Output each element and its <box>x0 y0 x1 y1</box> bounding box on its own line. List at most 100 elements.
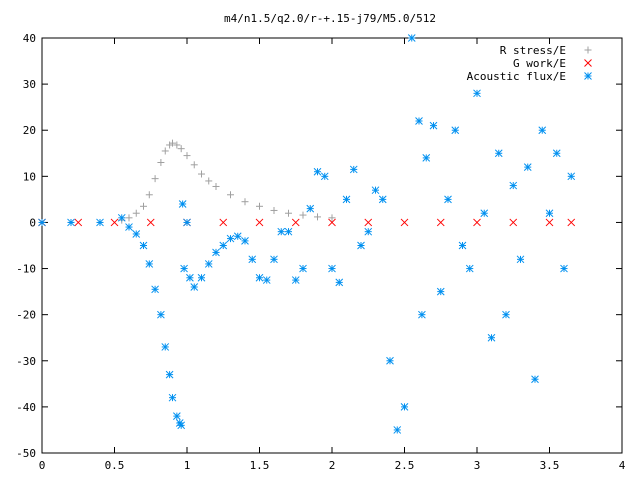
data-point <box>219 218 228 227</box>
data-point <box>357 241 365 250</box>
data-point <box>328 214 336 222</box>
y-tick-label: 30 <box>23 78 36 91</box>
data-point <box>177 145 185 153</box>
data-point <box>299 211 307 219</box>
chart-title: m4/n1.5/q2.0/r-+.15-j79/M5.0/512 <box>224 12 436 25</box>
data-point <box>277 227 286 236</box>
x-tick-label: 0.5 <box>105 459 125 472</box>
data-point <box>161 147 169 155</box>
data-point <box>378 195 387 204</box>
data-point <box>400 218 409 227</box>
data-point <box>364 227 373 236</box>
data-point <box>205 177 213 185</box>
data-point <box>177 421 186 430</box>
data-point <box>458 241 467 250</box>
y-tick-label: -20 <box>16 309 36 322</box>
data-point <box>451 126 460 135</box>
data-point <box>284 227 293 236</box>
x-tick-label: 1.5 <box>250 459 270 472</box>
y-tick-label: -50 <box>16 447 36 460</box>
data-point <box>531 375 539 384</box>
data-point <box>523 163 532 171</box>
x-tick-label: 2.5 <box>395 459 415 472</box>
data-point <box>151 285 159 294</box>
data-point <box>285 209 292 217</box>
data-point <box>473 89 481 98</box>
data-point <box>494 149 503 158</box>
data-point <box>509 181 518 190</box>
legend-label: R stress/E <box>500 44 566 57</box>
data-point <box>371 186 380 195</box>
data-point <box>226 234 235 243</box>
data-point <box>168 393 177 402</box>
x-tick-label: 1 <box>184 459 191 472</box>
data-point <box>178 200 187 208</box>
plot-frame <box>41 37 623 454</box>
data-point <box>157 310 165 319</box>
y-tick-label: 40 <box>23 32 36 45</box>
data-point <box>386 356 394 365</box>
data-point <box>313 167 322 176</box>
data-point <box>270 255 278 264</box>
data-point <box>400 403 409 411</box>
data-point <box>509 218 518 227</box>
data-point <box>328 218 336 227</box>
data-point <box>145 260 154 268</box>
data-point <box>545 218 554 227</box>
data-point <box>139 241 148 250</box>
data-point <box>190 283 199 291</box>
data-point <box>328 264 336 273</box>
data-point <box>567 218 576 227</box>
y-tick-label: 10 <box>23 170 36 183</box>
plot-area <box>38 34 576 434</box>
y-tick-label: 20 <box>23 124 36 137</box>
data-point <box>342 195 351 204</box>
data-point <box>262 276 271 284</box>
x-tick-label: 4 <box>619 459 626 472</box>
data-point <box>204 260 213 268</box>
data-point <box>291 218 300 227</box>
data-point <box>233 232 242 241</box>
data-point <box>429 121 438 130</box>
data-point <box>473 218 481 227</box>
x-tick-label: 2 <box>329 459 336 472</box>
data-point <box>241 198 249 206</box>
data-point <box>186 273 194 282</box>
data-point <box>567 172 576 181</box>
data-point <box>436 218 445 227</box>
data-point <box>502 310 510 319</box>
data-point <box>132 209 140 217</box>
data-point <box>169 139 176 147</box>
data-point <box>157 159 165 166</box>
data-point <box>335 278 344 287</box>
data-point <box>212 182 220 190</box>
legend-label: Acoustic flux/E <box>467 70 566 83</box>
data-point <box>349 165 358 174</box>
data-point <box>74 218 83 227</box>
data-point <box>227 191 234 199</box>
x-tick-label: 0 <box>39 459 46 472</box>
data-point <box>314 213 321 221</box>
data-point <box>418 310 426 319</box>
data-point <box>183 218 191 227</box>
data-point <box>538 126 547 135</box>
data-point <box>255 218 264 227</box>
y-tick-label: -10 <box>16 263 36 276</box>
data-point <box>299 264 307 273</box>
data-point <box>67 218 75 227</box>
data-point <box>180 264 188 273</box>
data-point <box>422 154 431 162</box>
y-tick-label: 0 <box>29 216 36 229</box>
data-point <box>161 343 170 351</box>
data-point <box>219 241 228 250</box>
data-point <box>306 204 315 213</box>
data-point <box>197 273 206 282</box>
data-point <box>110 218 119 227</box>
x-tick-label: 3 <box>474 459 481 472</box>
data-point <box>255 273 264 282</box>
data-point <box>465 264 474 273</box>
data-point <box>270 206 278 214</box>
data-point <box>190 161 198 169</box>
data-point <box>140 202 147 210</box>
